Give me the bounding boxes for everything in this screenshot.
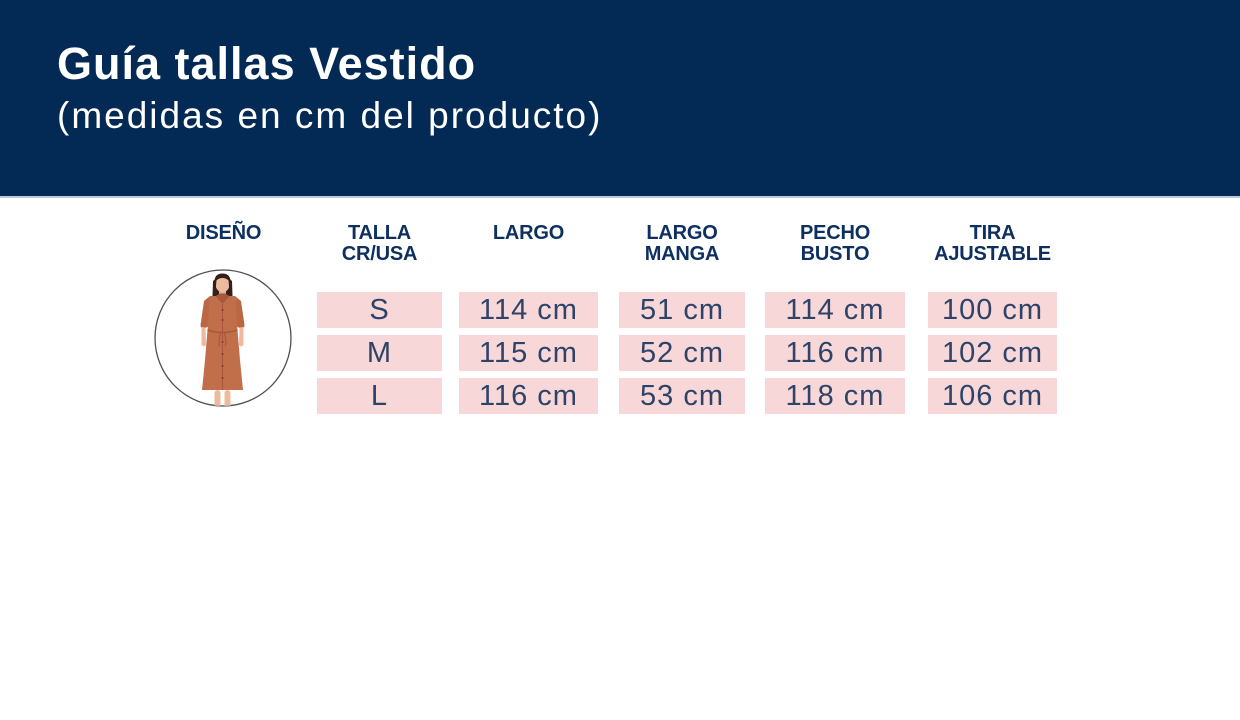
cell-talla-row2: M (317, 335, 442, 371)
cell-largo-row2: 115 cm (459, 335, 598, 371)
column-header-talla-line1: TALLA (347, 222, 412, 244)
cell-largo-row3: 116 cm (459, 378, 598, 414)
page-title: Guía tallas Vestido (57, 38, 477, 89)
column-header-tira-ajustable-line2: AJUSTABLE (934, 243, 1051, 265)
banner: Guía tallas Vestido (medidas en cm del p… (0, 0, 1240, 198)
cell-tira-ajustable-row2: 102 cm (928, 335, 1057, 371)
cell-pecho-busto-row2: 116 cm (765, 335, 905, 371)
cell-tira-ajustable-row3: 106 cm (928, 378, 1057, 414)
cell-talla-row3: L (317, 378, 442, 414)
cell-pecho-busto-row3: 118 cm (765, 378, 905, 414)
cell-talla-row1: S (317, 292, 442, 328)
cell-largo-manga-row3: 53 cm (619, 378, 745, 414)
cell-largo-row1: 114 cm (459, 292, 598, 328)
column-header-largo-manga: LARGO MANGA (619, 223, 745, 265)
dress-photo-icon (154, 269, 292, 407)
cell-largo-manga-row1: 51 cm (619, 292, 745, 328)
column-header-talla-line2: CR/USA (341, 243, 418, 265)
column-header-pecho-busto-line2: BUSTO (800, 243, 870, 265)
column-header-diseno: DISEÑO (154, 223, 293, 244)
column-header-largo-manga-line2: MANGA (644, 243, 720, 265)
column-header-diseno-line1: DISEÑO (185, 222, 262, 244)
page-subtitle: (medidas en cm del producto) (57, 95, 603, 136)
column-header-tira-ajustable: TIRA AJUSTABLE (928, 223, 1057, 265)
column-header-largo-manga-line1: LARGO (646, 222, 718, 244)
column-header-largo-line1: LARGO (492, 222, 565, 244)
column-header-pecho-busto-line1: PECHO (799, 222, 871, 244)
cell-tira-ajustable-row1: 100 cm (928, 292, 1057, 328)
column-header-tira-ajustable-line1: TIRA (969, 222, 1016, 244)
cell-largo-manga-row2: 52 cm (619, 335, 745, 371)
column-header-talla: TALLA CR/USA (317, 223, 442, 265)
cell-pecho-busto-row1: 114 cm (765, 292, 905, 328)
column-header-pecho-busto: PECHO BUSTO (765, 223, 905, 265)
column-header-largo: LARGO (459, 223, 598, 244)
design-circle (153, 268, 293, 408)
